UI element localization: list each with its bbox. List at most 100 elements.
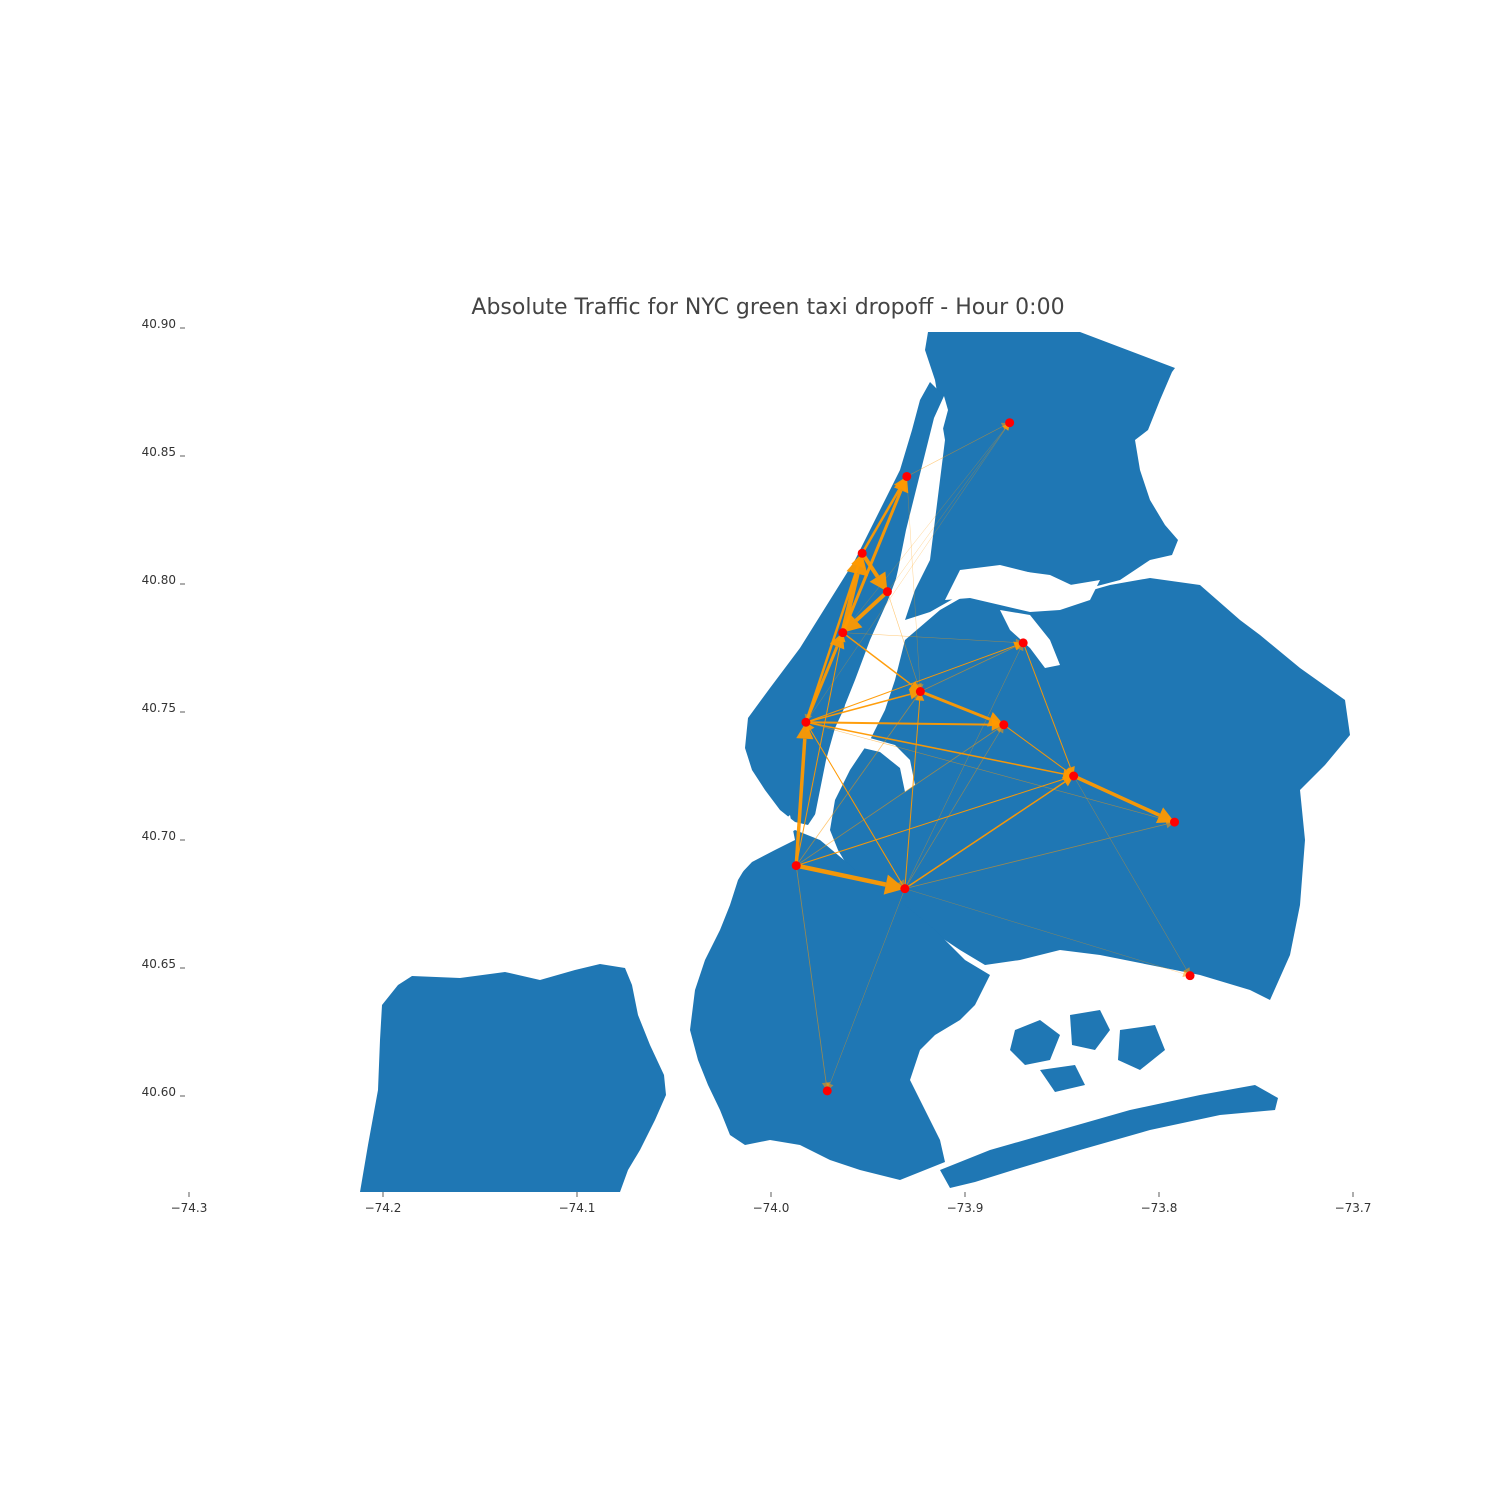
flow-line [795, 698, 916, 866]
flow-line [842, 632, 913, 686]
flow-arrowhead [883, 874, 905, 895]
flow-line [805, 645, 1015, 723]
flow-line [1073, 775, 1187, 970]
flow-line [805, 721, 1168, 821]
x-tick-label: −74.3 [171, 1201, 208, 1215]
staten-island-landmass [360, 964, 666, 1192]
flow-line [794, 738, 807, 866]
flushing-bay-water [1000, 610, 1060, 668]
flow-line [805, 721, 992, 726]
flow-arrow [805, 718, 1004, 731]
flow-line [919, 690, 991, 721]
flow-line [904, 700, 921, 889]
x-tick-label: −74.0 [753, 1201, 790, 1215]
zone-node [857, 548, 867, 558]
flow-line [904, 781, 1066, 890]
flow-line [829, 888, 906, 1084]
bay-island [1040, 1065, 1085, 1092]
bronx-landmass [905, 332, 1178, 620]
flow-line [854, 590, 889, 622]
land-masses [360, 332, 1350, 1192]
flow-arrow [794, 722, 814, 866]
flow-line [795, 863, 887, 887]
flow-arrowhead [842, 613, 863, 633]
y-tick-label: 40.70 [142, 829, 176, 843]
harlem-river-water [890, 396, 948, 612]
flow-line [840, 573, 860, 634]
x-tick-labels: −74.3 −74.2 −74.1 −74.0 −73.9 −73.8 −73.… [171, 1201, 1372, 1215]
x-tick-label: −73.9 [947, 1201, 984, 1215]
flow-line [805, 722, 901, 882]
bay-island [1010, 1020, 1060, 1065]
zone-node [838, 628, 848, 638]
brooklyn-landmass [690, 830, 990, 1180]
x-tick-label: −74.1 [559, 1201, 596, 1215]
flow-arrowhead [796, 722, 814, 740]
east-river-water [812, 622, 905, 830]
zone-node [791, 861, 801, 871]
flow-arrowhead [991, 718, 1004, 731]
queens-landmass [830, 578, 1350, 1000]
flow-line [842, 428, 1006, 633]
y-tick-label: 40.75 [142, 701, 176, 715]
flow-line [796, 778, 1066, 867]
flow-arrow [842, 590, 889, 633]
zone-node [1005, 418, 1015, 428]
flow-line [906, 426, 1003, 477]
flow-line [795, 865, 827, 1083]
zone-node [1069, 771, 1079, 781]
bay-island [1070, 1010, 1110, 1050]
flow-line [887, 591, 919, 685]
flow-line [1072, 774, 1161, 817]
flow-line [805, 693, 911, 723]
flow-arrowhead [869, 571, 888, 592]
y-tick-label: 40.90 [142, 317, 176, 331]
newtown-creek-water [845, 735, 915, 792]
x-tick-label: −73.8 [1141, 1201, 1178, 1215]
flow-arrow [795, 863, 905, 895]
y-tick-label: 40.80 [142, 573, 176, 587]
zone-node [1170, 817, 1180, 827]
flow-line [904, 823, 1167, 890]
flow-line [795, 729, 998, 866]
axes: −74.3 −74.2 −74.1 −74.0 −73.9 −73.8 −73.… [142, 317, 1372, 1215]
y-tick-label: 40.85 [142, 445, 176, 459]
flow-line [887, 428, 1006, 592]
flow-arrow [861, 476, 907, 554]
flow-line [808, 553, 863, 715]
upper-bay-water [715, 815, 795, 885]
y-tick-labels: 40.90 40.85 40.80 40.75 40.70 40.65 40.6… [142, 317, 176, 1099]
y-tick-label: 40.60 [142, 1085, 176, 1099]
flow-line [904, 888, 1184, 974]
flow-line [795, 641, 842, 866]
tick-marks [180, 327, 1354, 1197]
flow-line [842, 632, 1016, 643]
flow-line [805, 428, 1006, 723]
bay-island [1118, 1025, 1165, 1070]
zone-node [900, 884, 910, 894]
chart-title: Absolute Traffic for NYC green taxi drop… [471, 295, 1064, 320]
flow-line [904, 649, 1021, 889]
flow-line [906, 476, 921, 685]
zone-node [1018, 638, 1028, 648]
flow-line [904, 731, 1001, 889]
zone-node [882, 587, 892, 597]
flow-arrowhead [893, 476, 907, 492]
zone-node [801, 717, 811, 727]
flow-line [1022, 642, 1071, 768]
flow-line [1003, 724, 1067, 772]
y-tick-label: 40.65 [142, 957, 176, 971]
zone-node [915, 687, 925, 697]
flow-line [841, 489, 903, 634]
flow-line [805, 721, 1064, 775]
zone-node [902, 471, 912, 481]
long-island-sound-water [945, 565, 1100, 612]
zone-nodes [791, 418, 1195, 1096]
x-tick-label: −74.2 [365, 1201, 402, 1215]
zone-node [1185, 971, 1195, 981]
flow-line [920, 646, 1016, 692]
zone-node [999, 720, 1009, 730]
flow-line [861, 487, 902, 554]
zone-node [822, 1086, 832, 1096]
